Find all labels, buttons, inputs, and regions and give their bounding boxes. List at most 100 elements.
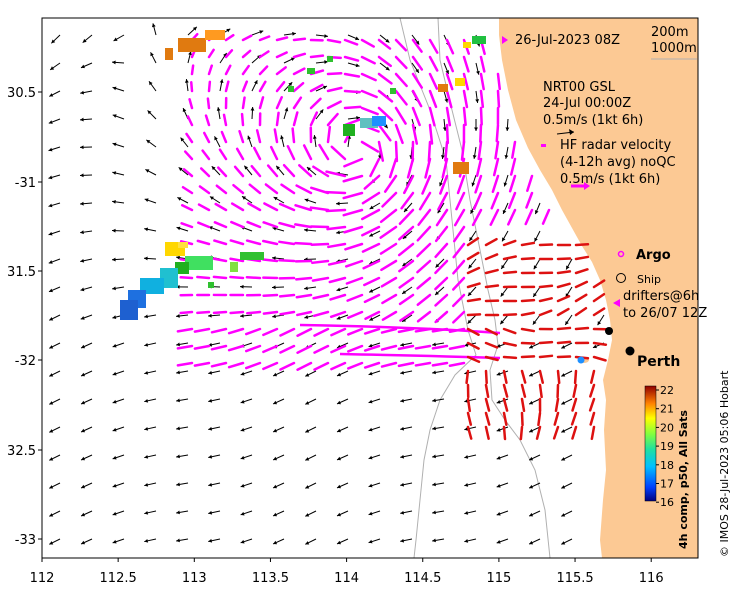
radar-arrow (295, 243, 311, 244)
radar-arrow (312, 244, 328, 245)
drifter-vector (504, 314, 516, 315)
radar-arrow (264, 312, 277, 314)
credit-label: © IMOS 28-Jul-2023 05:06 Hobart (718, 370, 731, 557)
sst-colorbar (645, 386, 656, 501)
radar-arrow (498, 74, 500, 89)
x-tick-label: 112.5 (100, 571, 137, 586)
drifter-vector (558, 342, 570, 343)
radar-arrow (480, 125, 481, 142)
radar-arrow (345, 91, 360, 92)
drifter-vector (540, 342, 552, 343)
ship-label: Ship (637, 273, 661, 286)
radar-arrow (293, 129, 294, 142)
sst-patch (343, 124, 355, 136)
drifter-vector (504, 427, 505, 439)
radar-arrow (230, 277, 243, 278)
y-tick-label: -32 (15, 354, 36, 369)
perth-label: Perth (637, 354, 680, 370)
radar-arrow (247, 277, 260, 278)
radar-arrow (326, 192, 345, 193)
x-tick-label: 113.5 (252, 571, 289, 586)
sst-patch (390, 88, 396, 94)
colorbar-tick-label: 18 (660, 459, 674, 472)
colorbar-tick-label: 16 (660, 496, 674, 509)
sst-patch (455, 78, 465, 86)
radar-arrow (214, 277, 226, 278)
radar-arrow (263, 259, 277, 261)
drifter-vector (467, 371, 468, 383)
y-tick-label: -33 (15, 533, 36, 548)
radar-arrow (296, 278, 311, 279)
sst-patch (185, 256, 213, 270)
y-tick-label: -31 (15, 176, 36, 191)
radar-arrow (311, 226, 328, 227)
y-tick-label: 31.5 (7, 265, 36, 280)
sst-patch (178, 38, 206, 52)
colorbar-tick-label: 19 (660, 440, 674, 453)
drifter-vector (504, 357, 516, 358)
colorbar-tick-label: 20 (660, 421, 674, 434)
drifter-vector (540, 244, 552, 245)
drifter-vector (522, 356, 534, 357)
perth-marker (626, 347, 635, 356)
sst-patch (472, 36, 486, 44)
radar-arrow (481, 108, 482, 124)
drifter-vector (576, 328, 588, 329)
radar-arrow (208, 99, 209, 108)
sst-patch (438, 84, 448, 92)
drifter-vector (521, 427, 522, 439)
radar-arrow (294, 39, 305, 40)
drifters-label-1: drifters@6h (623, 289, 699, 304)
model-date-label: 24-Jul 00:00Z (543, 96, 631, 111)
radar-avg-label: (4-12h avg) noQC (560, 155, 676, 170)
radar-arrow (311, 56, 323, 57)
drifter-vector (522, 258, 534, 259)
radar-arrow (192, 66, 193, 74)
radar-arrow (197, 277, 209, 278)
drifters-label-2: to 26/07 12Z (623, 306, 707, 321)
radar-arrow (280, 295, 294, 296)
radar-arrow (345, 107, 360, 108)
drifter-vector (522, 300, 534, 301)
colorbar-tick-label: 22 (660, 384, 674, 397)
argo-label: Argo (636, 248, 671, 263)
radar-arrow (243, 98, 245, 108)
x-tick-label: 112 (30, 571, 55, 586)
drifter-vector (538, 413, 540, 425)
radar-arrow (277, 113, 279, 125)
drifter-vector (486, 371, 487, 383)
sst-patch (288, 86, 294, 92)
sst-patch (463, 42, 471, 48)
colorbar-tick-label: 21 (660, 403, 674, 416)
radar-arrow (231, 312, 243, 313)
sst-patch (208, 282, 214, 288)
x-tick-label: 114 (334, 571, 359, 586)
x-tick-label: 114.5 (404, 571, 441, 586)
depth-200-label: 200m (651, 25, 688, 40)
radar-arrow (497, 125, 498, 141)
x-tick-label: 116 (639, 571, 664, 586)
x-tick-label: 115 (486, 571, 511, 586)
buoy-marker (578, 357, 585, 364)
sst-patch (372, 116, 386, 126)
drifter-vector (558, 371, 559, 383)
radar-arrow (328, 73, 341, 74)
radar-arrow (464, 108, 466, 125)
drifter-vector (575, 371, 576, 383)
y-tick-label: 32.5 (7, 444, 36, 459)
drifter-vector (558, 271, 570, 273)
radar-title-label: HF radar velocity (560, 138, 672, 153)
radar-arrow (264, 295, 277, 296)
radar-arrow (191, 82, 192, 91)
radar-arrow (498, 91, 499, 106)
drifter-vector (576, 244, 588, 245)
drifter-vector (540, 286, 552, 287)
drifter-vector (540, 385, 542, 397)
x-tick-label: 113 (182, 571, 207, 586)
radar-arrow (181, 277, 192, 278)
drifter-vector (504, 272, 516, 273)
